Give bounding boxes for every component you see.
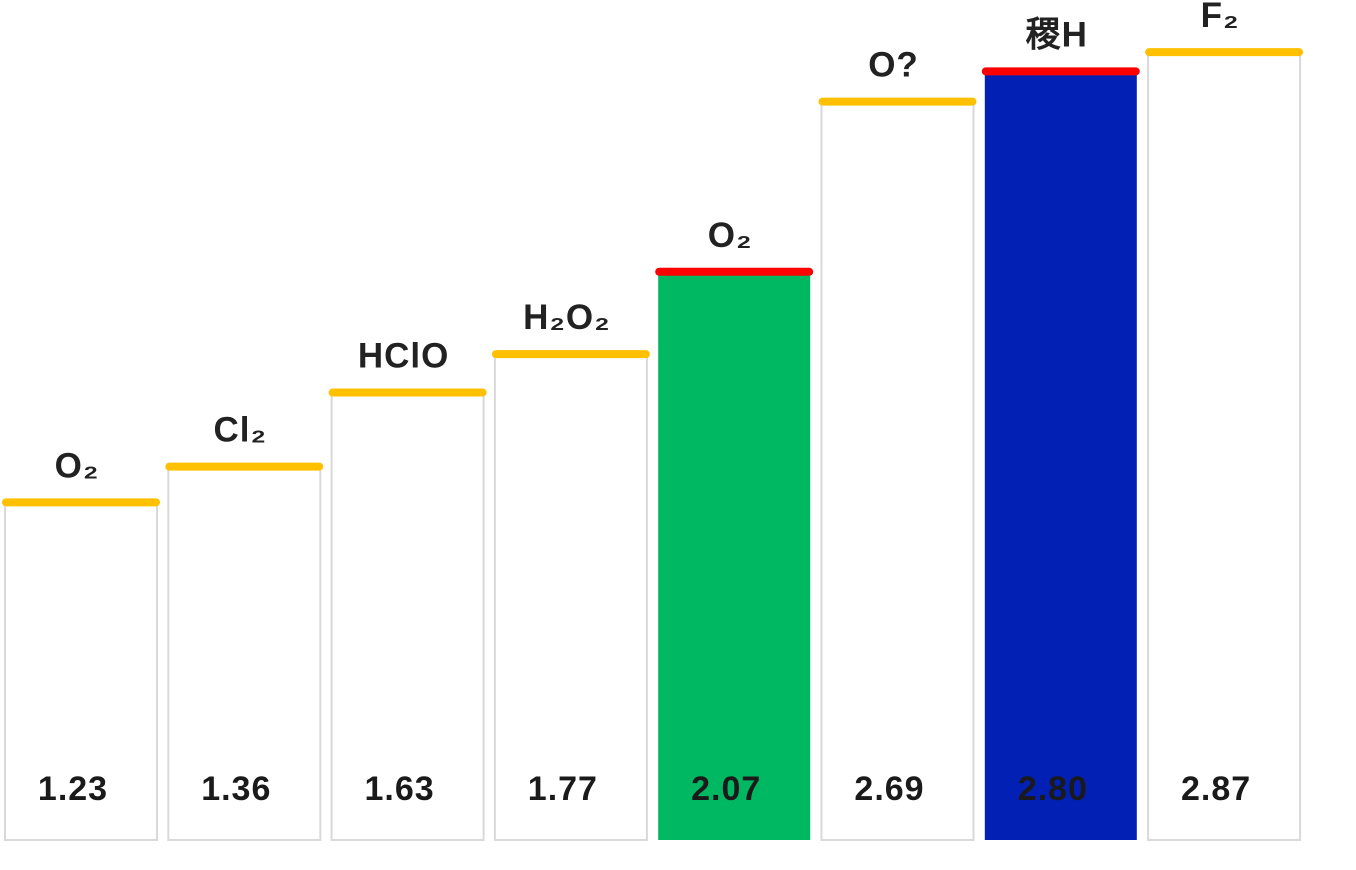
value-label-1: 1.23 — [38, 770, 108, 808]
bar-cap-5 — [655, 267, 814, 276]
caps-group — [2, 48, 1304, 507]
bar-8 — [1147, 51, 1302, 842]
category-label-7: 稷H — [1026, 15, 1088, 54]
bar-6 — [820, 100, 975, 842]
value-label-3: 1.63 — [365, 770, 435, 808]
category-label-5: O₂ — [708, 216, 753, 255]
bar-cap-8 — [1145, 48, 1304, 57]
category-labels-group: O₂ Cl₂ HClO H₂O₂ O₂ O? 稷H F₂ — [55, 0, 1240, 485]
category-label-1: O₂ — [55, 446, 100, 485]
bar-cap-4 — [491, 350, 650, 359]
category-label-4: H₂O₂ — [523, 298, 611, 337]
bar-cap-1 — [2, 498, 160, 507]
value-label-6: 2.69 — [854, 770, 924, 808]
category-label-2: Cl₂ — [214, 411, 268, 450]
value-label-8: 2.87 — [1181, 770, 1251, 808]
bar-cap-7 — [981, 67, 1140, 76]
category-label-6: O? — [868, 46, 919, 85]
category-label-3: HClO — [358, 337, 450, 376]
bar-cap-2 — [165, 462, 324, 471]
bars-group — [4, 51, 1302, 842]
bar-1 — [4, 501, 158, 841]
category-label-8: F₂ — [1201, 0, 1240, 35]
value-labels-group: 1.23 1.36 1.63 1.77 2.07 2.69 2.80 2.87 — [38, 770, 1251, 808]
value-label-5: 2.07 — [691, 770, 761, 808]
bar-7 — [984, 71, 1137, 840]
value-label-2: 1.36 — [201, 770, 271, 808]
value-label-7: 2.80 — [1018, 770, 1088, 808]
bar-cap-6 — [818, 97, 977, 106]
bar-2 — [167, 465, 322, 841]
bar-cap-3 — [328, 388, 487, 397]
bar-5 — [658, 271, 811, 840]
bar-4 — [493, 353, 648, 841]
value-label-4: 1.77 — [528, 770, 598, 808]
